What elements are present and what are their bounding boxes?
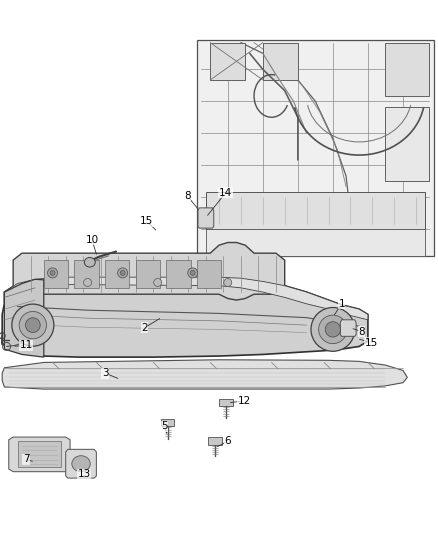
Circle shape	[154, 278, 162, 287]
Circle shape	[118, 268, 127, 278]
Polygon shape	[2, 277, 368, 357]
Text: 15: 15	[140, 216, 153, 226]
Text: 11: 11	[20, 341, 33, 350]
Polygon shape	[74, 260, 99, 288]
Polygon shape	[219, 399, 233, 406]
Text: 3: 3	[102, 368, 109, 378]
Text: 13: 13	[78, 470, 91, 479]
Polygon shape	[105, 260, 129, 288]
Text: 5: 5	[161, 422, 168, 431]
Polygon shape	[161, 419, 174, 426]
Polygon shape	[4, 279, 44, 357]
Polygon shape	[13, 243, 285, 300]
Polygon shape	[4, 277, 368, 320]
Circle shape	[224, 278, 232, 287]
Polygon shape	[66, 449, 96, 478]
Circle shape	[19, 311, 46, 339]
Text: 8: 8	[184, 191, 191, 201]
Circle shape	[50, 270, 55, 276]
Polygon shape	[340, 320, 356, 336]
Text: 6: 6	[224, 437, 231, 446]
Polygon shape	[206, 192, 425, 229]
Text: 14: 14	[219, 188, 232, 198]
Polygon shape	[136, 260, 160, 288]
Polygon shape	[18, 441, 61, 467]
Polygon shape	[385, 43, 429, 96]
Polygon shape	[198, 208, 214, 228]
Text: 8: 8	[358, 327, 365, 336]
Circle shape	[48, 268, 57, 278]
Circle shape	[190, 270, 195, 276]
Text: 15: 15	[365, 338, 378, 348]
Text: 10: 10	[85, 235, 99, 245]
Text: 2: 2	[141, 323, 148, 333]
Circle shape	[120, 270, 125, 276]
Polygon shape	[210, 43, 245, 80]
Circle shape	[84, 278, 92, 287]
Circle shape	[12, 304, 54, 346]
Circle shape	[188, 268, 198, 278]
Circle shape	[311, 308, 355, 351]
Polygon shape	[44, 260, 68, 288]
Polygon shape	[263, 43, 298, 80]
Circle shape	[25, 318, 40, 333]
Circle shape	[325, 322, 341, 337]
Text: 12: 12	[238, 396, 251, 406]
Ellipse shape	[84, 257, 95, 267]
Ellipse shape	[72, 456, 90, 472]
Polygon shape	[2, 360, 407, 389]
Text: 1: 1	[338, 299, 345, 309]
Circle shape	[318, 315, 347, 344]
Text: 7: 7	[23, 455, 30, 464]
Polygon shape	[166, 260, 191, 288]
Polygon shape	[206, 229, 425, 256]
Polygon shape	[385, 107, 429, 181]
Polygon shape	[197, 40, 434, 256]
Polygon shape	[197, 260, 221, 288]
Polygon shape	[9, 437, 70, 472]
Polygon shape	[208, 437, 222, 445]
